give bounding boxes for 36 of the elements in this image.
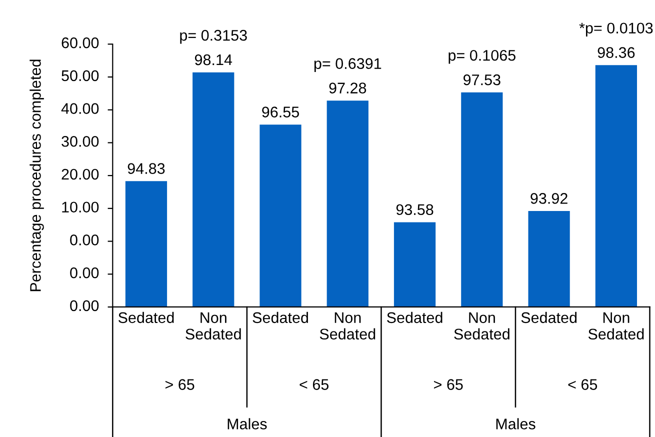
text: 40.00 bbox=[61, 103, 99, 114]
annotation: p= 0.1065 bbox=[448, 50, 516, 64]
x-tick-label: Non Sedated bbox=[454, 312, 510, 340]
y-axis-title: Percentage procedures completed bbox=[30, 60, 44, 292]
text: < 65 bbox=[568, 379, 598, 390]
data-label: 97.28 bbox=[329, 82, 366, 94]
data-label: 98.14 bbox=[194, 54, 232, 66]
data-label: 94.83 bbox=[128, 163, 165, 174]
x-tick-label: Non Sedated bbox=[186, 312, 241, 340]
text: 50.00 bbox=[62, 70, 99, 82]
annotation: p= 0.6391 bbox=[314, 58, 382, 72]
text: *p= 0.0103 bbox=[579, 22, 653, 37]
text: Males bbox=[228, 418, 267, 430]
text: 0.00 bbox=[70, 267, 99, 278]
text: > 65 bbox=[434, 379, 463, 390]
text: > 65 bbox=[165, 379, 194, 390]
text: < 65 bbox=[300, 379, 329, 390]
text: 0.00 bbox=[70, 234, 99, 246]
data-label: 93.58 bbox=[396, 204, 434, 216]
text: 60.00 bbox=[62, 37, 99, 48]
x-tick-label: Sedated bbox=[387, 312, 442, 324]
x-tick-label: Sedated bbox=[118, 312, 174, 324]
x-tick-label: Non Sedated bbox=[588, 312, 644, 340]
data-label: 96.55 bbox=[262, 106, 299, 118]
x-tick-label: Sedated bbox=[521, 312, 577, 324]
text: p= 0.3153 bbox=[180, 30, 247, 44]
x-tick-label: Non Sedated bbox=[320, 312, 376, 340]
text: Males bbox=[496, 418, 536, 430]
text: 20.00 bbox=[62, 168, 99, 180]
x-tick-label: Sedated bbox=[252, 312, 308, 324]
text: 10.00 bbox=[62, 202, 99, 213]
text: 30.00 bbox=[62, 136, 99, 147]
text: 0.00 bbox=[70, 300, 99, 312]
data-label: 98.36 bbox=[598, 47, 635, 58]
data-label: 93.92 bbox=[530, 193, 568, 204]
data-label: 97.53 bbox=[464, 74, 500, 86]
